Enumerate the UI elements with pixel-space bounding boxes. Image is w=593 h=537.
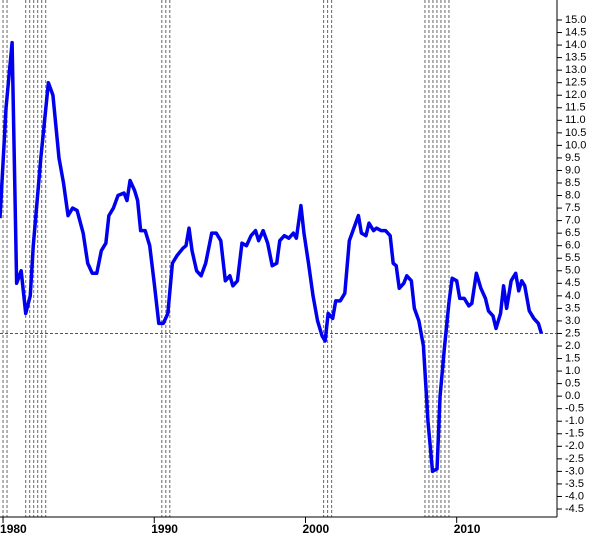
y-tick-label: -0.5 [565,403,584,415]
y-tick-label: 13.0 [565,64,586,76]
y-tick-label: 8.0 [565,189,580,201]
y-tick-label: 4.0 [565,290,580,302]
y-tick-label: 6.5 [565,227,580,239]
y-tick-label: -2.5 [565,453,584,465]
x-tick-label: 2000 [302,522,329,536]
y-tick-label: 3.5 [565,302,580,314]
y-tick-label: 10.5 [565,127,586,139]
y-tick-label: 15.0 [565,14,586,26]
y-tick-label: 7.0 [565,215,580,227]
y-tick-label: 4.5 [565,277,580,289]
y-tick-label: -2.0 [565,440,584,452]
y-tick-label: 12.0 [565,89,586,101]
y-tick-label: 5.0 [565,265,580,277]
y-tick-label: 13.5 [565,52,586,64]
y-tick-label: 1.0 [565,365,580,377]
y-tick-label: 6.0 [565,240,580,252]
y-tick-label: 2.0 [565,340,580,352]
y-tick-label: 8.5 [565,177,580,189]
y-tick-label: -4.5 [565,503,584,515]
y-tick-label: 2.5 [565,327,580,339]
y-tick-label: -1.5 [565,428,584,440]
y-tick-label: 1.5 [565,352,580,364]
y-tick-label: 7.5 [565,202,580,214]
x-tick-label: 2010 [454,522,481,536]
data-line [0,40,544,474]
y-tick-label: -4.0 [565,490,584,502]
y-tick-label: 9.5 [565,152,580,164]
y-tick-label: 12.5 [565,77,586,89]
y-tick-label: -3.5 [565,478,584,490]
y-tick-label: 14.0 [565,39,586,51]
y-tick-label: 10.0 [565,139,586,151]
y-tick-label: 5.5 [565,252,580,264]
y-tick-label: 11.0 [565,114,586,126]
y-tick-label: -3.0 [565,465,584,477]
y-tick-label: 14.5 [565,26,586,38]
y-tick-label: 11.5 [565,102,586,114]
y-tick-label: 0.0 [565,390,580,402]
x-tick-label: 1990 [151,522,178,536]
x-tick-label: 1980 [0,522,27,536]
y-tick-label: 9.0 [565,164,580,176]
y-tick-label: 0.5 [565,378,580,390]
y-tick-label: -1.0 [565,415,584,427]
y-tick-label: 3.0 [565,315,580,327]
